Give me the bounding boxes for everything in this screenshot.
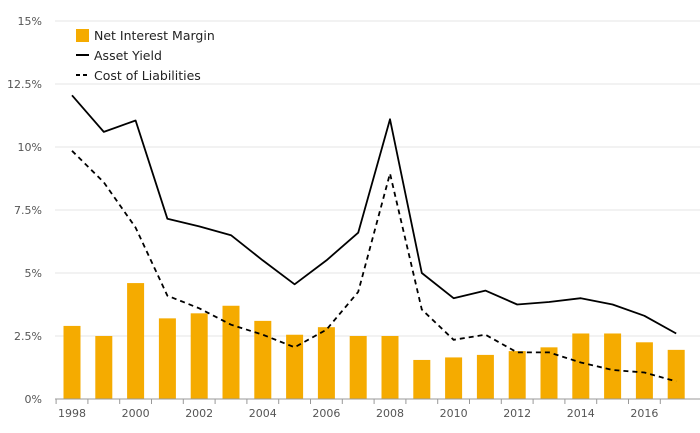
bar-net-interest-margin	[349, 336, 367, 399]
x-tick-label: 2008	[376, 407, 404, 420]
bar-net-interest-margin	[635, 342, 653, 399]
legend-item-asset-yield: Asset Yield	[76, 48, 162, 63]
y-tick-label: 2.5%	[14, 330, 42, 343]
x-tick-label: 2004	[249, 407, 277, 420]
y-tick-label: 5%	[25, 267, 42, 280]
bar-net-interest-margin	[63, 325, 81, 399]
y-tick-label: 7.5%	[14, 204, 42, 217]
axis-layer: 0% 2.5% 5% 7.5% 10% 12.5% 15% 1998 2000 2002 2004 2…	[7, 15, 700, 420]
bar-net-interest-margin	[254, 320, 272, 399]
bar-net-interest-margin	[572, 333, 590, 399]
bar-net-interest-margin	[381, 336, 399, 399]
legend-item-net-interest-margin: Net Interest Margin	[76, 28, 215, 43]
bar-net-interest-margin	[190, 313, 208, 399]
bar-net-interest-margin	[317, 327, 335, 399]
x-tick-label: 2002	[185, 407, 213, 420]
bar-net-interest-margin	[508, 351, 526, 399]
bar-net-interest-margin	[95, 336, 113, 399]
x-tick-label: 2012	[503, 407, 531, 420]
legend-label: Cost of Liabilities	[94, 68, 201, 83]
line-asset-yield	[71, 94, 677, 335]
line-layer	[71, 94, 677, 383]
y-tick-label: 0%	[25, 393, 42, 406]
bar-net-interest-margin	[413, 359, 431, 399]
bar-net-interest-margin	[540, 347, 558, 399]
bar-net-interest-margin	[476, 354, 494, 399]
x-tick-label: 2006	[312, 407, 340, 420]
bar-net-interest-margin	[127, 283, 145, 399]
y-tick-label: 15%	[18, 15, 42, 28]
legend-label: Net Interest Margin	[94, 28, 215, 43]
x-tick-label: 2014	[567, 407, 595, 420]
legend-swatch-bar	[76, 29, 89, 42]
bar-net-interest-margin	[158, 318, 176, 399]
bar-net-interest-margin	[604, 333, 622, 399]
x-tick-label: 2010	[440, 407, 468, 420]
bar-net-interest-margin	[222, 305, 240, 399]
bar-net-interest-margin	[445, 357, 463, 399]
y-tick-label: 10%	[18, 141, 42, 154]
x-tick-label: 1998	[58, 407, 86, 420]
line-cost-of-liabilities	[71, 150, 677, 383]
legend: Net Interest Margin Asset Yield Cost of …	[76, 28, 215, 83]
bar-layer	[63, 283, 685, 399]
bar-net-interest-margin	[286, 334, 304, 399]
x-tick-label: 2016	[630, 407, 658, 420]
bar-net-interest-margin	[667, 349, 685, 399]
legend-item-cost-of-liabilities: Cost of Liabilities	[76, 68, 201, 83]
legend-label: Asset Yield	[94, 48, 162, 63]
grid-layer	[55, 20, 700, 337]
x-tick-label: 2000	[122, 407, 150, 420]
y-tick-label: 12.5%	[7, 78, 42, 91]
